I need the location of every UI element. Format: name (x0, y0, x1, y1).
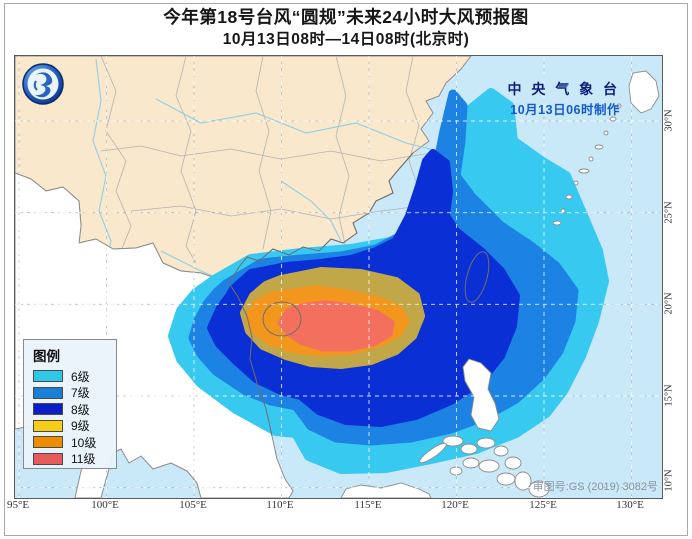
wind-area-level11 (277, 300, 395, 352)
lat-label-30n: 30°N (664, 108, 676, 132)
page-title: 今年第18号台风“圆规”未来24小时大风预报图 10月13日08时—14日08时… (0, 6, 692, 50)
luzon-island (462, 358, 500, 432)
lon-label-110e: 110°E (266, 499, 294, 511)
lon-label-100e: 100°E (91, 499, 119, 511)
forecast-map: 中 央 气 象 台 10月13日06时制作 图例 6级 7级 8级 9级 10级… (14, 55, 663, 499)
title-line2: 10月13日08时—14日08时(北京时) (222, 30, 470, 48)
legend-swatch-level11 (33, 452, 63, 465)
legend-swatch-level7 (33, 386, 63, 399)
legend-swatch-level10 (33, 436, 63, 449)
legend-row: 6级 (33, 368, 116, 385)
lon-label-95e: 95°E (6, 499, 30, 511)
cma-logo-icon (21, 62, 65, 106)
legend-swatch-level6 (33, 370, 63, 383)
screenshot-border (4, 3, 688, 536)
palawan-island (419, 442, 447, 464)
legend-label-level7: 7级 (71, 386, 90, 401)
legend-label-level9: 9级 (71, 419, 90, 434)
legend-row: 11级 (33, 451, 116, 468)
philippines-islands (419, 358, 550, 498)
legend-label-level8: 8级 (71, 402, 90, 417)
legend-row: 8级 (33, 401, 116, 418)
province-borders (100, 56, 432, 264)
lat-label-20n: 20°N (664, 291, 676, 315)
legend-swatch-level8 (33, 403, 63, 416)
issuer-credit: 中 央 气 象 台 10月13日06时制作 (507, 79, 620, 118)
lon-label-120e: 120°E (441, 499, 469, 511)
lon-label-125e: 125°E (529, 499, 557, 511)
lon-label-105e: 105°E (179, 499, 207, 511)
lat-label-25n: 25°N (664, 200, 676, 224)
lat-label-15n: 15°N (664, 383, 676, 407)
kyushu-island (628, 70, 660, 114)
lon-label-130e: 130°E (616, 499, 644, 511)
coastline-overlay (228, 152, 490, 437)
legend-swatch-level9 (33, 419, 63, 432)
title-line1: 今年第18号台风“圆规”未来24小时大风预报图 (163, 7, 529, 27)
issuer-timestamp: 10月13日06时制作 (510, 103, 620, 117)
legend-label-level11: 11级 (71, 452, 96, 467)
legend-label-level10: 10级 (71, 435, 97, 450)
legend-title: 图例 (33, 349, 60, 364)
lat-label-10n: 10°N (664, 468, 676, 492)
japan-islands (552, 70, 660, 226)
taiwan-island-outline (464, 251, 490, 303)
lon-label-115e: 115°E (354, 499, 382, 511)
legend-row: 7级 (33, 385, 116, 402)
map-canvas (15, 56, 662, 498)
legend-row: 10级 (33, 434, 116, 451)
legend-label-level6: 6级 (71, 369, 90, 384)
hainan-island-outline (262, 301, 302, 337)
legend: 图例 6级 7级 8级 9级 10级 11级 (23, 339, 117, 469)
issuer-agency: 中 央 气 象 台 (507, 81, 620, 97)
legend-row: 9级 (33, 418, 116, 435)
map-license-number: 审图号:GS (2019) 3082号 (532, 481, 658, 493)
